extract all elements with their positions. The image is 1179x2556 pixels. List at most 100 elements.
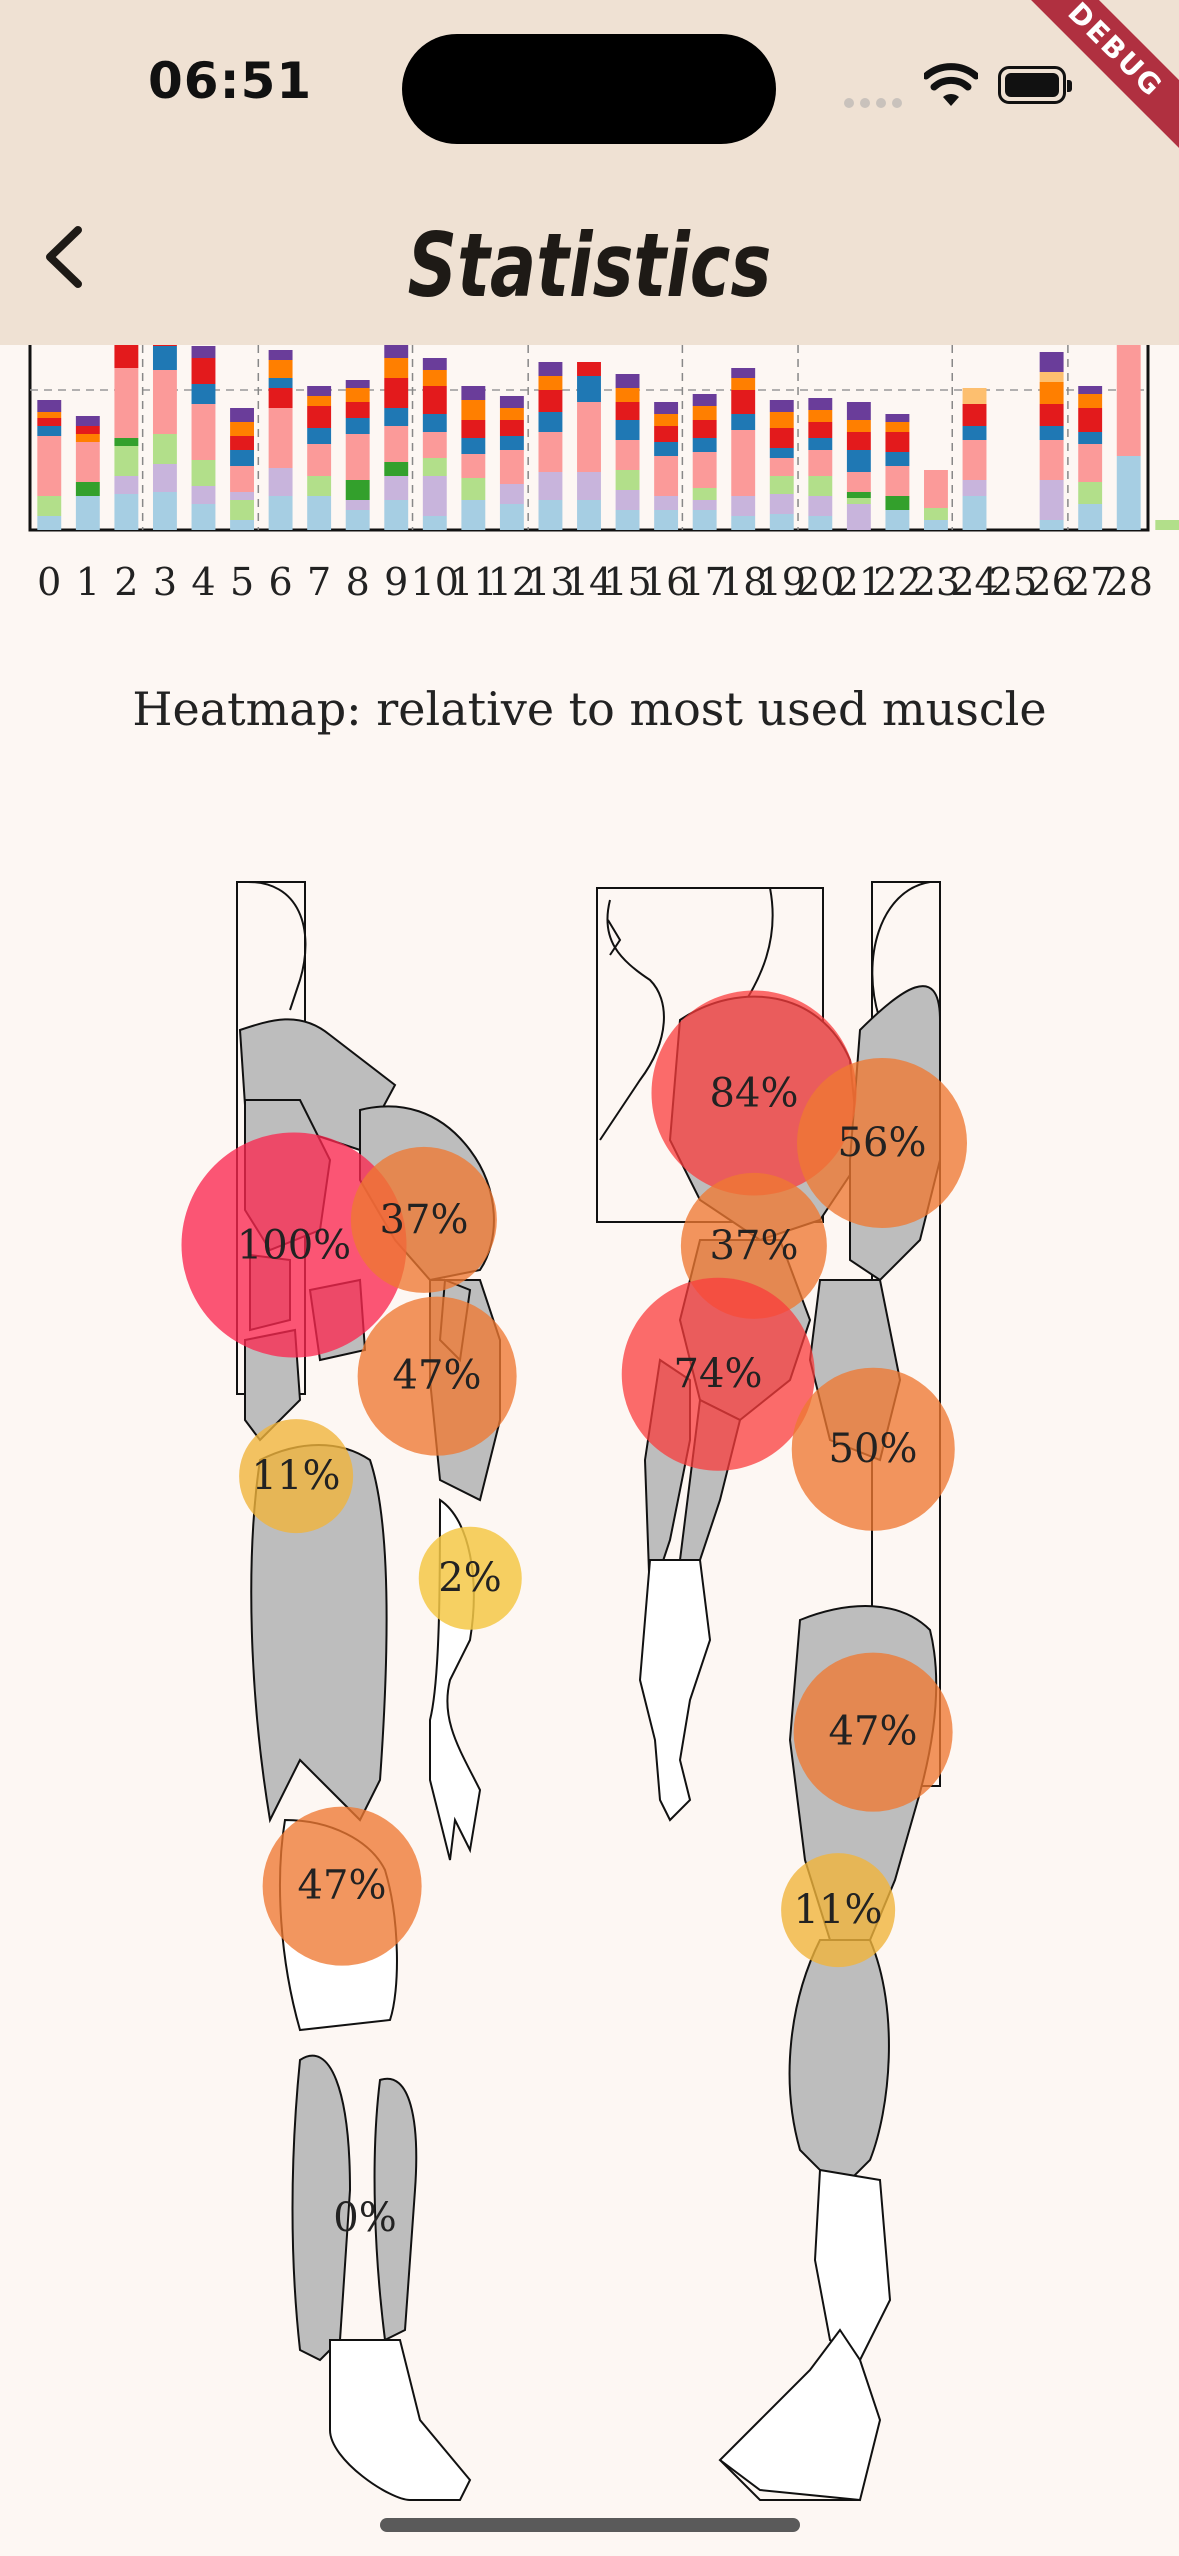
chart-bar-segment: [499, 396, 524, 408]
chart-bar-segment: [461, 386, 486, 400]
heatmap-bubble-label: 47%: [392, 1353, 482, 1399]
chart-bar-segment: [37, 400, 62, 412]
chart-bar-segment: [577, 402, 601, 472]
chart-bar-segment: [577, 376, 601, 402]
front-heatmap-bubble: 47%: [357, 1296, 517, 1456]
chart-bar-segment: [384, 378, 409, 408]
heatmap-bubble-label: 100%: [236, 1222, 352, 1268]
chart-bar-segment: [615, 374, 640, 388]
chart-x-tick-label: 2: [114, 560, 139, 604]
chart-bar-segment: [731, 390, 756, 414]
chart-x-tick-label: 17: [680, 560, 729, 604]
chart-bar-segment: [846, 450, 871, 472]
chart-bar-segment: [769, 400, 794, 412]
chart-x-tick-label: 5: [229, 560, 255, 604]
chart-bar-segment: [422, 414, 447, 432]
heatmap-bubble-label: 11%: [793, 1887, 883, 1933]
chart-bar-segment: [230, 422, 254, 436]
chart-bar-segment: [461, 400, 486, 420]
chart-bar-segment: [345, 380, 370, 388]
chart-bar-segment: [808, 516, 833, 530]
chart-bar-segment: [345, 402, 370, 418]
chart-bar-segment: [808, 422, 833, 438]
chart-x-tick-label: 3: [152, 560, 178, 604]
chart-bar-segment: [114, 345, 139, 368]
chart-bar-segment: [268, 350, 293, 360]
chart-bar-segment: [461, 500, 486, 530]
chart-bar-segment: [384, 358, 409, 378]
chart-bar-segment: [191, 460, 216, 486]
chart-x-tick-label: 4: [191, 560, 216, 604]
chart-bar-segment: [499, 420, 524, 436]
chart-bar-segment: [692, 406, 717, 420]
chart-bar-segment: [307, 496, 332, 530]
chart-bar-segment: [499, 436, 524, 450]
chart-bar-segment: [1078, 432, 1103, 444]
chart-bar-segment: [37, 436, 62, 496]
chart-bar-segment: [924, 508, 948, 520]
chart-bar-segment: [885, 432, 910, 452]
chart-bar-segment: [384, 462, 409, 476]
chart-bar-segment: [384, 345, 409, 358]
front-heatmap-bubble: 47%: [262, 1806, 422, 1966]
chart-bar-segment: [37, 496, 62, 516]
chart-bar-segment: [37, 418, 62, 426]
battery-icon: [998, 66, 1072, 104]
back-heatmap-bubble: 50%: [791, 1367, 955, 1531]
chevron-left-icon[interactable]: [38, 222, 98, 292]
heatmap-bubble-label: 74%: [673, 1351, 763, 1397]
chart-bar-segment: [191, 358, 216, 384]
chart-bar-segment: [924, 520, 948, 530]
chart-bar-segment: [422, 476, 447, 516]
chart-bar-segment: [268, 468, 293, 496]
chart-bar-segment: [307, 428, 332, 444]
chart-bar-segment: [577, 362, 601, 376]
chart-bar-segment: [654, 442, 679, 456]
chart-bar-segment: [808, 496, 833, 516]
chart-bar-segment: [114, 368, 139, 438]
chart-bar-segment: [384, 476, 409, 500]
chart-bar-segment: [114, 494, 139, 530]
front-heatmap-bubble: 0%: [333, 2188, 396, 2248]
status-bar: 06:51 DEBUG: [0, 0, 1179, 210]
chart-bar-segment: [731, 430, 756, 496]
chart-bar-segment: [1039, 382, 1064, 404]
chart-bar-segment: [191, 384, 216, 404]
chart-bar-segment: [962, 404, 987, 426]
chart-bar-segment: [230, 436, 254, 450]
chart-x-tick-label: 18: [719, 560, 768, 604]
chart-bar-segment: [114, 446, 139, 476]
chart-bar-segment: [654, 456, 679, 496]
chart-bar-segment: [75, 496, 100, 530]
chart-x-tick-label: 19: [757, 560, 806, 604]
chart-bar-segment: [307, 396, 332, 406]
chart-bar-segment: [538, 500, 563, 530]
page-title: Statistics: [407, 214, 772, 317]
chart-x-tick-label: 28: [1104, 560, 1153, 604]
chart-bar-segment: [846, 432, 871, 450]
chart-bar-segment: [808, 398, 833, 410]
chart-bar-segment: [808, 450, 833, 476]
chart-bar-segment: [152, 370, 177, 434]
chart-x-tick-label: 11: [449, 560, 498, 604]
chart-bar-segment: [615, 510, 640, 530]
chart-bar-segment: [654, 402, 679, 414]
chart-bar-segment: [384, 408, 409, 426]
chart-bar-segment: [230, 492, 254, 500]
chart-bar-segment: [461, 478, 486, 500]
chart-bar-segment: [1039, 480, 1064, 520]
chart-bar-segment: [962, 496, 987, 530]
chart-bar-segment: [345, 510, 370, 530]
chart-bar-segment: [152, 345, 177, 346]
heatmap-bubble-label: 50%: [828, 1426, 918, 1472]
chart-bar-segment: [307, 386, 332, 396]
heatmap-bubble-label: 2%: [438, 1555, 502, 1601]
chart-bar-segment: [731, 378, 756, 390]
chart-x-tick-label: 25: [988, 560, 1038, 604]
heatmap-bubble-label: 11%: [251, 1453, 341, 1499]
chart-bar-segment: [345, 434, 370, 480]
chart-bar-segment: [1155, 520, 1179, 530]
chart-bar-segment: [461, 420, 486, 438]
chart-bar-segment: [769, 412, 794, 428]
front-heatmap-bubble: 37%: [350, 1146, 498, 1294]
